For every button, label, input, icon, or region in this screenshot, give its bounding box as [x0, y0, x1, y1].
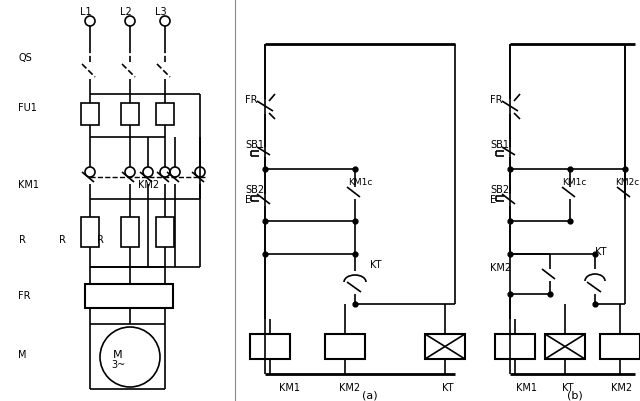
Text: (a): (a): [362, 390, 378, 400]
Text: KT: KT: [442, 382, 454, 392]
Text: SB1: SB1: [245, 140, 264, 150]
Text: R: R: [97, 235, 104, 244]
Bar: [325, 334, 365, 359]
Text: R: R: [59, 235, 65, 244]
Text: FR: FR: [18, 290, 31, 300]
Text: E-: E-: [490, 194, 500, 205]
Text: E-: E-: [245, 194, 255, 205]
Bar: [121, 217, 139, 247]
Bar: [495, 334, 535, 359]
Text: KM2: KM2: [611, 382, 632, 392]
Text: FR: FR: [490, 95, 502, 105]
Text: SB2: SB2: [490, 184, 509, 194]
Text: 3~: 3~: [111, 359, 125, 369]
Bar: [85, 284, 173, 308]
Text: KM1: KM1: [516, 382, 538, 392]
Text: L3: L3: [155, 7, 166, 17]
Bar: [250, 334, 290, 359]
Text: SB2: SB2: [245, 184, 264, 194]
Text: KT: KT: [370, 259, 381, 269]
Text: KM2c: KM2c: [615, 178, 639, 187]
Bar: [600, 334, 640, 359]
Text: SB1: SB1: [490, 140, 509, 150]
Bar: [156, 217, 174, 247]
Text: FR: FR: [245, 95, 257, 105]
Text: QS: QS: [18, 53, 32, 63]
Bar: [545, 334, 585, 359]
Text: L2: L2: [120, 7, 132, 17]
Text: KM2: KM2: [339, 382, 360, 392]
Text: L1: L1: [80, 7, 92, 17]
Text: KM1: KM1: [18, 180, 39, 190]
Text: KT: KT: [563, 382, 573, 392]
Text: KM2: KM2: [138, 180, 159, 190]
Text: KM2: KM2: [490, 262, 511, 272]
Text: FU1: FU1: [18, 103, 37, 113]
Bar: [425, 334, 465, 359]
Text: KM1c: KM1c: [348, 178, 372, 187]
Text: KT: KT: [595, 246, 607, 256]
Bar: [81, 217, 99, 247]
Text: M: M: [113, 349, 123, 359]
Bar: [156, 104, 174, 126]
Text: KM1: KM1: [280, 382, 301, 392]
Text: R: R: [19, 235, 26, 244]
Text: KM1c: KM1c: [562, 178, 586, 187]
Bar: [81, 104, 99, 126]
Bar: [121, 104, 139, 126]
Text: (b): (b): [567, 390, 583, 400]
Text: M: M: [18, 349, 26, 359]
